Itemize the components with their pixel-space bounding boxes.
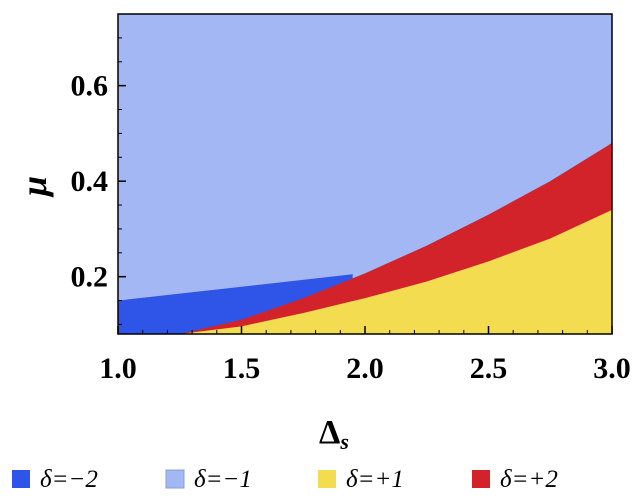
y-tick-label: 0.2 bbox=[71, 261, 109, 294]
legend-swatch bbox=[472, 470, 490, 488]
y-tick-label: 0.6 bbox=[71, 70, 109, 103]
region-delta-plus-1 bbox=[179, 209, 612, 334]
x-axis-ticks: 1.0 1.5 2.0 2.5 3.0 bbox=[99, 326, 631, 385]
y-tick-label: 0.4 bbox=[71, 165, 109, 198]
x-axis-title: Δs bbox=[319, 414, 349, 454]
x-tick-label: 2.5 bbox=[470, 352, 508, 385]
plot-regions bbox=[118, 14, 612, 334]
x-tick-label: 1.5 bbox=[223, 352, 261, 385]
x-tick-label: 2.0 bbox=[346, 352, 384, 385]
legend-swatch bbox=[12, 470, 30, 488]
legend-label: δ=−1 bbox=[194, 466, 252, 493]
y-axis-ticks: 0.2 0.4 0.6 bbox=[71, 37, 126, 325]
legend-label: δ=+2 bbox=[500, 466, 558, 493]
x-tick-label: 3.0 bbox=[593, 352, 631, 385]
x-tick-label: 1.0 bbox=[99, 352, 137, 385]
legend-swatch bbox=[165, 469, 185, 489]
legend-label: δ=+1 bbox=[346, 466, 404, 493]
legend-label: δ=−2 bbox=[40, 466, 98, 493]
legend: δ=−2 δ=−1 δ=+1 δ=+2 bbox=[12, 466, 558, 493]
y-axis-title: μ bbox=[14, 176, 54, 198]
legend-swatch bbox=[318, 470, 336, 488]
x-axis-title-subscript: s bbox=[339, 429, 349, 454]
x-axis-title-main: Δ bbox=[319, 414, 340, 451]
